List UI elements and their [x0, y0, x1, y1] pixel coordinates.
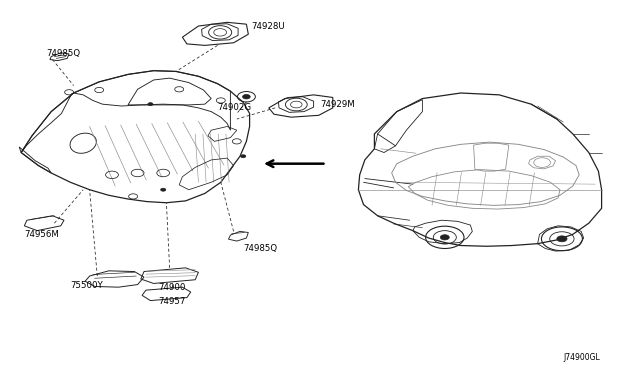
Circle shape — [148, 103, 153, 106]
Text: 74900: 74900 — [159, 283, 186, 292]
Text: 74956M: 74956M — [24, 230, 59, 239]
Text: 74957: 74957 — [159, 297, 186, 306]
Text: 74928U: 74928U — [251, 22, 285, 31]
Circle shape — [161, 188, 166, 191]
Text: 75500Y: 75500Y — [70, 281, 103, 290]
Text: 74929M: 74929M — [320, 100, 355, 109]
Circle shape — [557, 236, 567, 242]
Circle shape — [241, 155, 246, 158]
Text: 74985Q: 74985Q — [243, 244, 277, 253]
Text: 74902G: 74902G — [218, 103, 252, 112]
Circle shape — [243, 94, 250, 99]
Text: J74900GL: J74900GL — [563, 353, 600, 362]
Circle shape — [440, 235, 449, 240]
Text: 74985Q: 74985Q — [46, 49, 80, 58]
